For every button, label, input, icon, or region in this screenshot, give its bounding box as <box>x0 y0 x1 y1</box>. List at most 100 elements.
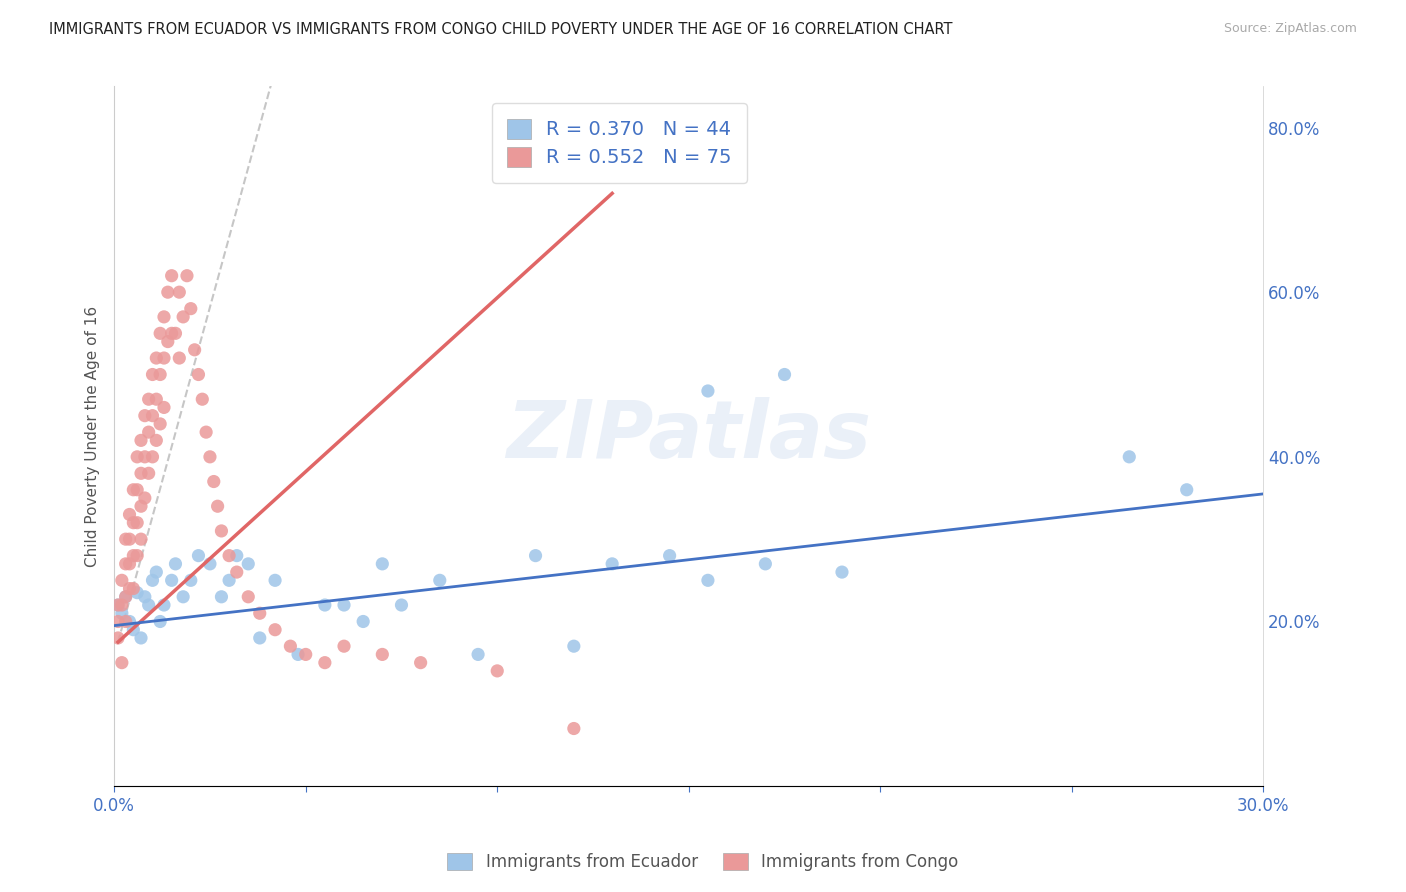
Point <box>160 326 183 341</box>
Point <box>562 722 585 736</box>
Point <box>145 351 167 365</box>
Point <box>238 590 260 604</box>
Point <box>153 310 176 324</box>
Point <box>134 491 156 505</box>
Point <box>658 549 681 563</box>
Point <box>107 598 129 612</box>
Point <box>696 574 718 588</box>
Point <box>153 598 176 612</box>
Point <box>696 384 718 398</box>
Y-axis label: Child Poverty Under the Age of 16: Child Poverty Under the Age of 16 <box>86 306 100 566</box>
Point <box>149 615 172 629</box>
Point <box>122 549 145 563</box>
Legend: Immigrants from Ecuador, Immigrants from Congo: Immigrants from Ecuador, Immigrants from… <box>439 845 967 880</box>
Point <box>600 557 623 571</box>
Point <box>134 409 156 423</box>
Point <box>169 351 191 365</box>
Point <box>129 500 152 514</box>
Point <box>114 615 136 629</box>
Point <box>138 467 160 481</box>
Point <box>172 590 194 604</box>
Point <box>333 598 356 612</box>
Point <box>165 326 187 341</box>
Point <box>138 598 160 612</box>
Point <box>183 343 205 357</box>
Point <box>314 598 336 612</box>
Point <box>122 516 145 530</box>
Point <box>122 582 145 596</box>
Text: IMMIGRANTS FROM ECUADOR VS IMMIGRANTS FROM CONGO CHILD POVERTY UNDER THE AGE OF : IMMIGRANTS FROM ECUADOR VS IMMIGRANTS FR… <box>49 22 953 37</box>
Point <box>202 475 225 489</box>
Point <box>129 467 152 481</box>
Point <box>111 656 134 670</box>
Point <box>287 648 309 662</box>
Point <box>371 557 394 571</box>
Point <box>149 326 172 341</box>
Point <box>1118 450 1140 464</box>
Point <box>562 639 585 653</box>
Point <box>264 623 287 637</box>
Point <box>391 598 413 612</box>
Point <box>187 549 209 563</box>
Point <box>134 450 156 464</box>
Point <box>160 574 183 588</box>
Point <box>156 334 179 349</box>
Point <box>107 631 129 645</box>
Point <box>165 557 187 571</box>
Point <box>207 500 229 514</box>
Point <box>209 524 232 538</box>
Text: ZIPatlas: ZIPatlas <box>506 397 872 475</box>
Point <box>118 615 141 629</box>
Point <box>294 648 316 662</box>
Point <box>773 368 796 382</box>
Point <box>138 392 160 407</box>
Point <box>141 450 163 464</box>
Point <box>149 417 172 431</box>
Point <box>129 532 152 546</box>
Point <box>118 557 141 571</box>
Point <box>127 483 149 497</box>
Text: Source: ZipAtlas.com: Source: ZipAtlas.com <box>1223 22 1357 36</box>
Legend: R = 0.370   N = 44, R = 0.552   N = 75: R = 0.370 N = 44, R = 0.552 N = 75 <box>492 103 747 183</box>
Point <box>141 574 163 588</box>
Point <box>122 483 145 497</box>
Point <box>191 392 214 407</box>
Point <box>141 368 163 382</box>
Point <box>114 532 136 546</box>
Point <box>187 368 209 382</box>
Point <box>264 574 287 588</box>
Point <box>195 425 218 439</box>
Point <box>314 656 336 670</box>
Point <box>409 656 432 670</box>
Point <box>218 574 240 588</box>
Point <box>218 549 240 563</box>
Point <box>198 450 221 464</box>
Point <box>118 532 141 546</box>
Point <box>831 565 853 579</box>
Point <box>249 631 271 645</box>
Point <box>225 549 247 563</box>
Point <box>111 574 134 588</box>
Point <box>114 590 136 604</box>
Point <box>129 631 152 645</box>
Point <box>127 450 149 464</box>
Point <box>114 557 136 571</box>
Point <box>153 351 176 365</box>
Point <box>180 301 202 316</box>
Point <box>107 598 129 612</box>
Point <box>180 574 202 588</box>
Point <box>141 409 163 423</box>
Point <box>111 607 134 621</box>
Point <box>145 434 167 448</box>
Point <box>118 508 141 522</box>
Point <box>153 401 176 415</box>
Point <box>134 590 156 604</box>
Point <box>249 607 271 621</box>
Point <box>127 585 149 599</box>
Point <box>149 368 172 382</box>
Point <box>467 648 489 662</box>
Point <box>156 285 179 300</box>
Point <box>129 434 152 448</box>
Point <box>172 310 194 324</box>
Point <box>169 285 191 300</box>
